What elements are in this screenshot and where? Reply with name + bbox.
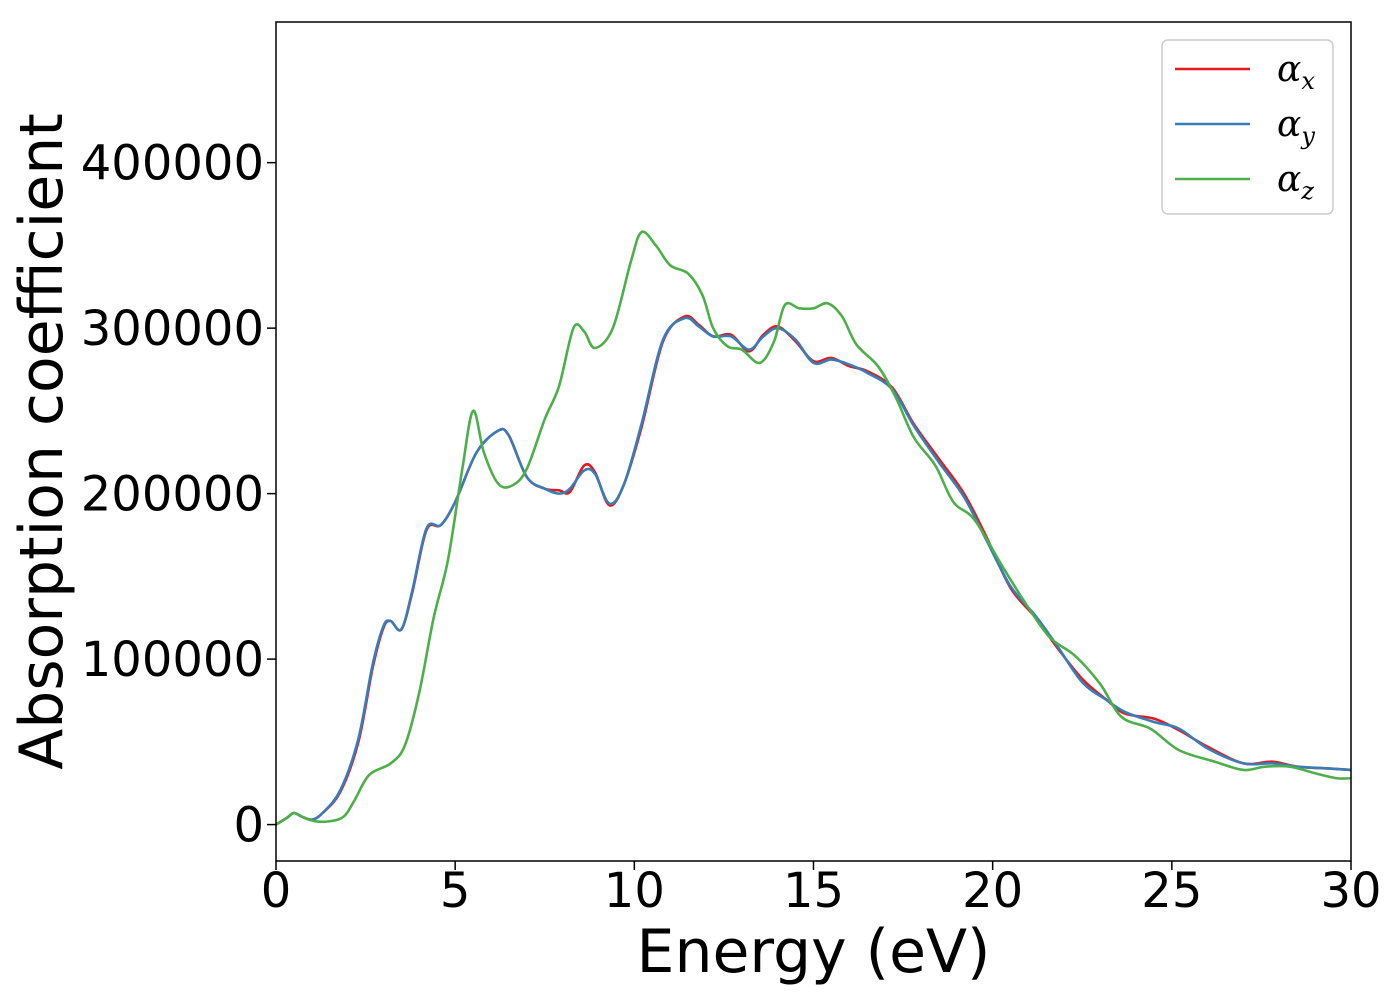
- x-tick-label: 25: [1141, 863, 1202, 919]
- y-tick-label: 400000: [81, 136, 264, 192]
- x-tick-label: 5: [440, 863, 471, 919]
- x-tick-label: 0: [261, 863, 292, 919]
- y-tick-label: 200000: [81, 467, 264, 523]
- x-tick-label: 10: [604, 863, 665, 919]
- series-line-y: [276, 316, 1351, 826]
- x-tick-label: 20: [962, 863, 1023, 919]
- legend-label-y: αy: [1277, 104, 1315, 150]
- legend-box: [1161, 39, 1334, 215]
- legend-label-x: αx: [1277, 49, 1315, 95]
- legend: αx αy αz: [1161, 39, 1334, 215]
- series-line-x: [276, 314, 1351, 826]
- x-tick-label: 30: [1320, 863, 1381, 919]
- series-line-z: [276, 230, 1351, 826]
- x-axis-title: Energy (eV): [637, 917, 991, 987]
- y-tick-label: 300000: [81, 301, 264, 357]
- legend-label-z: αz: [1277, 159, 1314, 205]
- y-tick-label: 100000: [81, 632, 264, 688]
- y-tick-label: 0: [233, 798, 264, 854]
- x-tick-label: 15: [783, 863, 844, 919]
- y-axis-title: Absorption coefficient: [7, 113, 77, 770]
